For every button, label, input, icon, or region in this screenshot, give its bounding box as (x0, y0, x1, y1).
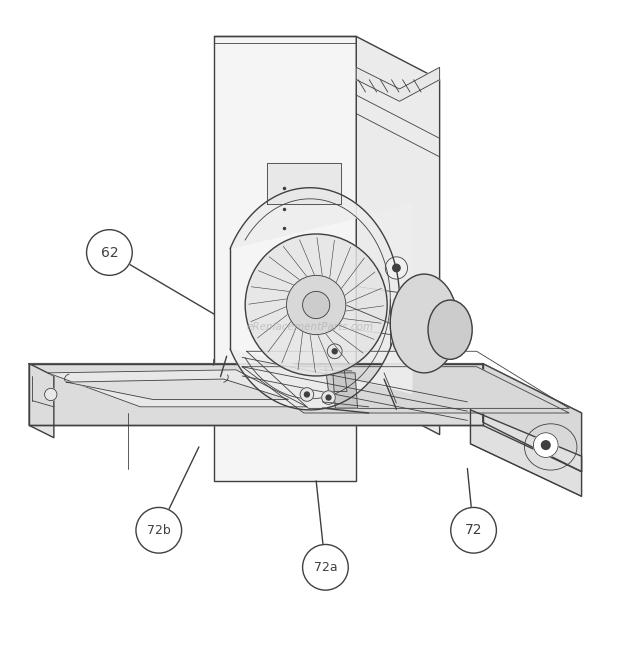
Text: eReplacementParts.com: eReplacementParts.com (246, 322, 374, 331)
Ellipse shape (428, 300, 472, 359)
Polygon shape (215, 36, 356, 481)
Polygon shape (29, 364, 582, 413)
Circle shape (392, 264, 400, 272)
Text: 72b: 72b (147, 524, 171, 537)
Ellipse shape (245, 234, 387, 376)
Polygon shape (66, 379, 288, 399)
Polygon shape (326, 367, 347, 391)
Text: 72: 72 (465, 523, 482, 537)
Text: 72a: 72a (314, 561, 337, 574)
Polygon shape (267, 163, 341, 204)
Polygon shape (230, 188, 412, 410)
Polygon shape (242, 367, 569, 413)
Circle shape (322, 391, 335, 404)
Circle shape (87, 230, 132, 276)
Circle shape (326, 395, 331, 400)
Circle shape (303, 545, 348, 590)
Ellipse shape (286, 276, 346, 334)
Ellipse shape (303, 291, 330, 318)
Circle shape (451, 507, 497, 553)
Circle shape (45, 388, 57, 400)
Polygon shape (29, 364, 483, 425)
Polygon shape (333, 373, 358, 408)
Circle shape (136, 507, 182, 553)
Circle shape (300, 388, 314, 401)
Circle shape (304, 392, 309, 397)
Polygon shape (471, 410, 582, 496)
Text: 62: 62 (100, 245, 118, 259)
Ellipse shape (390, 274, 458, 373)
Polygon shape (483, 364, 582, 472)
Polygon shape (356, 36, 440, 435)
Circle shape (541, 441, 550, 450)
Circle shape (385, 257, 407, 279)
Polygon shape (356, 67, 440, 102)
Circle shape (332, 349, 337, 354)
Polygon shape (48, 370, 307, 407)
Circle shape (533, 433, 558, 457)
Circle shape (327, 344, 342, 358)
Polygon shape (29, 364, 54, 437)
